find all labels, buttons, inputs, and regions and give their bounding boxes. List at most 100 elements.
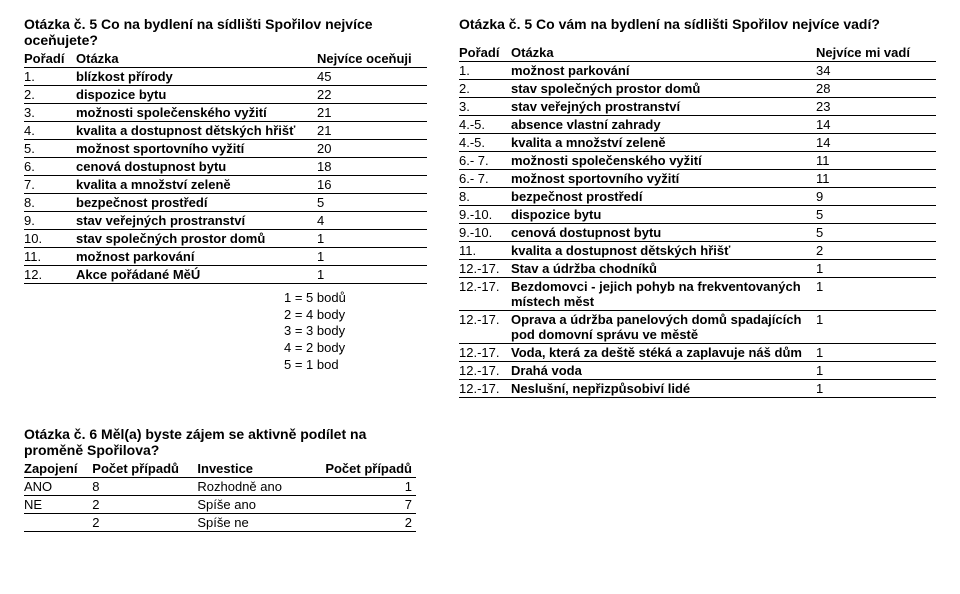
bottom-question-title: Otázka č. 6 Měl(a) byste zájem se aktivn… xyxy=(24,426,416,458)
table-cell: 3. xyxy=(459,98,511,116)
table-row: 12.-17.Drahá voda1 xyxy=(459,362,936,380)
table-cell: 4.-5. xyxy=(459,134,511,152)
table-row: 7.kvalita a množství zeleně16 xyxy=(24,176,427,194)
table-cell: možnost parkování xyxy=(511,62,816,80)
table-cell: 12.-17. xyxy=(459,260,511,278)
table-cell: 14 xyxy=(816,116,936,134)
table-cell: 6.- 7. xyxy=(459,152,511,170)
right-header-rank: Pořadí xyxy=(459,44,511,62)
table-cell: 12.-17. xyxy=(459,278,511,311)
right-header-item: Otázka xyxy=(511,44,816,62)
score-key-line: 4 = 2 body xyxy=(284,340,427,357)
table-row: 9.-10.dispozice bytu5 xyxy=(459,206,936,224)
table-cell: Rozhodně ano xyxy=(197,478,311,496)
table-row: ANO8Rozhodně ano1 xyxy=(24,478,416,496)
table-cell: 7 xyxy=(311,496,416,514)
table-cell: dispozice bytu xyxy=(511,206,816,224)
table-row: 11.možnost parkování1 xyxy=(24,248,427,266)
table-cell: 1 xyxy=(816,311,936,344)
table-row: 3.možnosti společenského vyžití21 xyxy=(24,104,427,122)
table-row: 12.Akce pořádané MěÚ1 xyxy=(24,266,427,284)
table-cell: 5 xyxy=(816,224,936,242)
table-cell: 2 xyxy=(816,242,936,260)
table-cell: 12. xyxy=(24,266,76,284)
table-cell: Oprava a údržba panelových domů spadajíc… xyxy=(511,311,816,344)
table-row: 12.-17.Neslušní, nepřizpůsobiví lidé1 xyxy=(459,380,936,398)
table-cell: 2. xyxy=(459,80,511,98)
table-cell: 23 xyxy=(816,98,936,116)
table-cell: 8. xyxy=(24,194,76,212)
table-cell: 9.-10. xyxy=(459,224,511,242)
table-cell: 20 xyxy=(317,140,427,158)
table-cell: 5 xyxy=(816,206,936,224)
table-cell: 6. xyxy=(24,158,76,176)
table-cell: 9. xyxy=(24,212,76,230)
table-row: 10.stav společných prostor domů1 xyxy=(24,230,427,248)
table-cell: 1 xyxy=(317,230,427,248)
right-table: Pořadí Otázka Nejvíce mi vadí 1.možnost … xyxy=(459,44,936,398)
score-key: 1 = 5 bodů2 = 4 body3 = 3 body4 = 2 body… xyxy=(24,290,427,373)
table-cell: 28 xyxy=(816,80,936,98)
left-header-item: Otázka xyxy=(76,50,317,68)
table-cell: 11 xyxy=(816,170,936,188)
left-question-title: Otázka č. 5 Co na bydlení na sídlišti Sp… xyxy=(24,16,427,48)
table-cell: 1. xyxy=(24,68,76,86)
table-cell: 12.-17. xyxy=(459,362,511,380)
table-cell: 5. xyxy=(24,140,76,158)
table-cell: cenová dostupnost bytu xyxy=(511,224,816,242)
bottom-table: Zapojení Počet případů Investice Počet p… xyxy=(24,460,416,532)
table-cell: stav společných prostor domů xyxy=(76,230,317,248)
table-cell: NE xyxy=(24,496,92,514)
table-cell: blízkost přírody xyxy=(76,68,317,86)
score-key-line: 1 = 5 bodů xyxy=(284,290,427,307)
table-cell: Akce pořádané MěÚ xyxy=(76,266,317,284)
table-cell: 21 xyxy=(317,122,427,140)
table-row: 8.bezpečnost prostředí5 xyxy=(24,194,427,212)
table-cell: 1 xyxy=(816,380,936,398)
table-cell: 9.-10. xyxy=(459,206,511,224)
table-row: 9.-10.cenová dostupnost bytu5 xyxy=(459,224,936,242)
table-cell: bezpečnost prostředí xyxy=(511,188,816,206)
left-table: Pořadí Otázka Nejvíce oceňuji 1.blízkost… xyxy=(24,50,427,284)
table-cell: 5 xyxy=(317,194,427,212)
table-row: 2.stav společných prostor domů28 xyxy=(459,80,936,98)
table-cell: kvalita a dostupnost dětských hřišť xyxy=(76,122,317,140)
table-cell: 9 xyxy=(816,188,936,206)
table-row: 12.-17.Stav a údržba chodníků1 xyxy=(459,260,936,278)
table-cell: možnost sportovního vyžití xyxy=(76,140,317,158)
table-cell: 22 xyxy=(317,86,427,104)
score-key-line: 5 = 1 bod xyxy=(284,357,427,374)
bottom-header-c3: Investice xyxy=(197,460,311,478)
table-cell: bezpečnost prostředí xyxy=(76,194,317,212)
table-row: 3.stav veřejných prostranství23 xyxy=(459,98,936,116)
table-cell: 1. xyxy=(459,62,511,80)
table-row: 1.možnost parkování34 xyxy=(459,62,936,80)
table-cell: 1 xyxy=(816,362,936,380)
table-cell: kvalita a množství zeleně xyxy=(511,134,816,152)
table-row: 6.- 7.možnosti společenského vyžití11 xyxy=(459,152,936,170)
table-row: 4.kvalita a dostupnost dětských hřišť21 xyxy=(24,122,427,140)
table-cell: 4.-5. xyxy=(459,116,511,134)
table-cell: Neslušní, nepřizpůsobiví lidé xyxy=(511,380,816,398)
table-row: 1.blízkost přírody45 xyxy=(24,68,427,86)
table-cell: ANO xyxy=(24,478,92,496)
table-cell: stav společných prostor domů xyxy=(511,80,816,98)
table-row: 12.-17.Oprava a údržba panelových domů s… xyxy=(459,311,936,344)
table-row: 4.-5.absence vlastní zahrady14 xyxy=(459,116,936,134)
table-cell: Voda, která za deště stéká a zaplavuje n… xyxy=(511,344,816,362)
table-cell: stav veřejných prostranství xyxy=(76,212,317,230)
table-cell: 1 xyxy=(816,344,936,362)
table-cell: stav veřejných prostranství xyxy=(511,98,816,116)
table-cell: 18 xyxy=(317,158,427,176)
table-cell: 8 xyxy=(92,478,197,496)
table-cell: Spíše ne xyxy=(197,514,311,532)
score-key-line: 3 = 3 body xyxy=(284,323,427,340)
table-cell xyxy=(24,514,92,532)
table-cell: 2 xyxy=(311,514,416,532)
table-cell: 2 xyxy=(92,496,197,514)
bottom-header-c2: Počet případů xyxy=(92,460,197,478)
table-row: 5.možnost sportovního vyžití20 xyxy=(24,140,427,158)
table-cell: Spíše ano xyxy=(197,496,311,514)
bottom-header-c4: Počet případů xyxy=(311,460,416,478)
table-cell: 1 xyxy=(311,478,416,496)
